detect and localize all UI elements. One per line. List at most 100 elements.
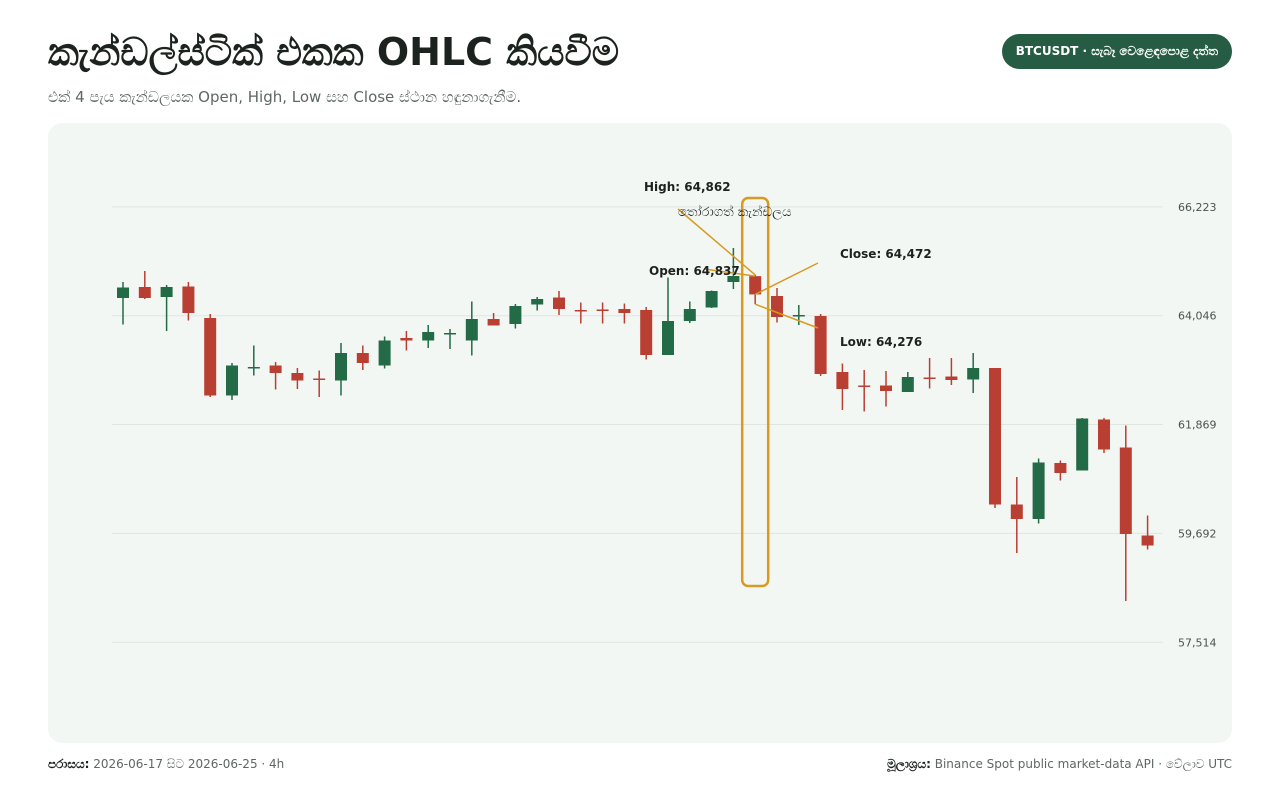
range-value: 2026-06-17 සිට 2026-06-25 · 4h [93, 757, 285, 771]
candle-body [1098, 419, 1110, 450]
candle [226, 363, 238, 400]
candle [596, 302, 609, 324]
candle-body [313, 378, 326, 380]
candle [553, 291, 565, 315]
low-leader-line [754, 303, 819, 329]
chart-panel: 66,223 64,046 61,869 59,692 57,514 High: 64,… [48, 123, 1232, 743]
high-annotation: High: 64,862 [644, 180, 731, 194]
candle-body [422, 332, 435, 341]
candle-body [880, 385, 892, 391]
candle-body [1119, 447, 1132, 534]
candle [487, 313, 500, 326]
y-tick-label: 61,869 [1178, 419, 1217, 432]
y-tick-label: 59,692 [1178, 527, 1217, 540]
open-annotation: Open: 64,837 [649, 264, 740, 278]
close-leader-line [754, 262, 819, 296]
candle-body [204, 318, 217, 396]
candle-body [596, 309, 609, 311]
candle [160, 285, 173, 331]
close-annotation: Close: 64,472 [840, 247, 932, 261]
candle [1119, 425, 1132, 601]
candle-body [182, 286, 195, 313]
candle-body [160, 287, 173, 297]
low-annotation: Low: 64,276 [840, 335, 922, 349]
candle-body [335, 353, 347, 381]
candle-body [574, 310, 587, 312]
candle-body [1054, 463, 1067, 473]
source-label: මූලාශ්‍රය: [887, 757, 931, 771]
page-title: කැන්ඩල්ස්ටික් එකක OHLC කියවීම [48, 30, 620, 74]
candle [662, 277, 674, 355]
candle-body [640, 310, 653, 355]
candle [727, 248, 740, 289]
candle [945, 358, 958, 385]
candle-body [247, 367, 260, 369]
y-tick-label: 66,223 [1178, 201, 1217, 214]
candle-body [444, 333, 456, 335]
candle-body [356, 353, 369, 363]
candle-body [836, 372, 849, 389]
candle-body [749, 276, 762, 295]
candle [1141, 515, 1154, 550]
high-leader-line [677, 208, 756, 276]
candle-body [989, 368, 1001, 505]
candle [531, 297, 544, 311]
candlestick-chart: 66,223 64,046 61,869 59,692 57,514 High: 64,… [112, 180, 1217, 649]
candle-body [553, 297, 565, 309]
candle-body [1076, 418, 1089, 471]
candle [1054, 460, 1067, 481]
candle [901, 372, 914, 392]
candle [269, 362, 282, 390]
candle [1010, 477, 1023, 553]
candle [880, 371, 892, 407]
candle [640, 307, 653, 360]
candle [117, 282, 129, 325]
candle [574, 302, 587, 324]
candle [923, 358, 936, 389]
candle [967, 353, 980, 393]
candle [1032, 458, 1045, 524]
range-footer: පරාසය: 2026-06-17 සිට 2026-06-25 · 4h [48, 757, 284, 772]
candle [792, 305, 805, 325]
selected-candle-label: තෝරාගත් කැන්ඩලය [678, 204, 791, 220]
candle-body [226, 365, 238, 396]
candle [313, 370, 326, 397]
candle-body [1032, 462, 1045, 519]
candle [247, 345, 260, 376]
candle-body [291, 373, 304, 381]
highlight-box [740, 196, 770, 588]
selected-candle-highlight: High: 64,862 තෝරාගත් කැන්ඩලය Open: 64,83… [644, 180, 932, 588]
candle-body [792, 315, 805, 317]
candle [444, 329, 456, 349]
candle-body [683, 309, 696, 321]
candle [204, 314, 217, 397]
y-axis-ticks: 66,223 64,046 61,869 59,692 57,514 [1178, 201, 1217, 649]
candle [836, 363, 849, 410]
candles [117, 248, 1154, 601]
candle [291, 368, 304, 389]
grid-lines [112, 206, 1163, 643]
page-subtitle: එක් 4 පැය කැන්ඩලයක Open, High, Low සහ Cl… [48, 88, 522, 106]
candle-body [945, 376, 958, 380]
candle-body [727, 276, 740, 282]
source-footer: මූලාශ්‍රය: Binance Spot public market-da… [887, 757, 1232, 772]
y-tick-label: 57,514 [1178, 636, 1217, 649]
candle-body [901, 377, 914, 392]
candle [683, 301, 696, 323]
candle-body [465, 319, 478, 341]
candle-body [1141, 535, 1154, 546]
candle [858, 370, 871, 412]
candle [1076, 418, 1089, 471]
candle [814, 314, 827, 376]
candle [422, 325, 435, 348]
candle-body [814, 316, 827, 374]
candle [465, 301, 478, 356]
candle [182, 282, 195, 321]
candle-body [509, 306, 522, 324]
candle-body [662, 321, 674, 355]
candle [771, 288, 783, 323]
candle [749, 274, 762, 305]
data-source-badge: BTCUSDT · සැබෑ වෙළෙඳපොළ දත්ත [1001, 34, 1232, 69]
candle [989, 368, 1001, 508]
candle-body [378, 340, 391, 366]
